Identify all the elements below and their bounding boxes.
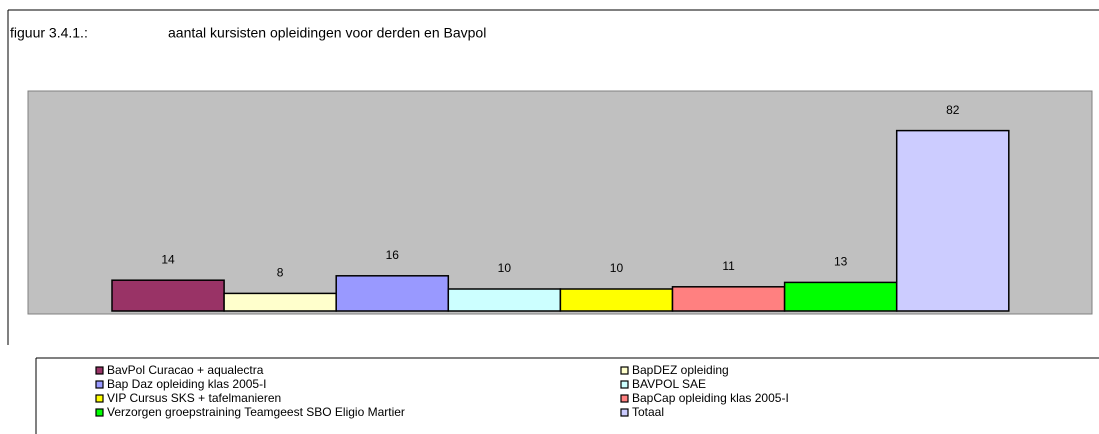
legend-swatch xyxy=(620,366,629,375)
legend-label: VIP Cursus SKS + tafelmanieren xyxy=(107,391,281,405)
legend-swatch xyxy=(95,366,104,375)
legend-swatch xyxy=(95,380,104,389)
legend-label: BAVPOL SAE xyxy=(632,377,706,391)
figure-label: figuur 3.4.1.: xyxy=(10,25,88,41)
data-label: 8 xyxy=(277,266,284,280)
data-label: 10 xyxy=(610,261,624,275)
legend-swatch xyxy=(620,380,629,389)
legend-swatch xyxy=(620,394,629,403)
legend-swatch xyxy=(95,394,104,403)
legend-label: BavPol Curacao + aqualectra xyxy=(107,363,264,377)
data-label: 13 xyxy=(834,255,848,269)
legend-swatch xyxy=(620,408,629,417)
data-label: 16 xyxy=(386,248,400,262)
bar xyxy=(559,288,674,312)
data-label: 11 xyxy=(722,259,735,273)
bar xyxy=(447,288,562,312)
bar xyxy=(111,279,225,312)
bar xyxy=(671,286,786,312)
data-label: 82 xyxy=(946,103,960,117)
bar xyxy=(895,129,1010,312)
legend-label: Totaal xyxy=(632,405,664,419)
data-label: 10 xyxy=(498,261,512,275)
legend-label: BapDEZ opleiding xyxy=(632,363,729,377)
bar xyxy=(335,275,450,312)
legend-label: BapCap opleiding klas 2005-I xyxy=(632,391,789,405)
bar xyxy=(223,292,337,312)
chart-title: aantal kursisten opleidingen voor derden… xyxy=(168,25,486,41)
data-label: 14 xyxy=(161,252,175,266)
legend-label: Verzorgen groepstraining Teamgeest SBO E… xyxy=(107,405,405,419)
legend-label: Bap Daz opleiding klas 2005-I xyxy=(107,377,266,391)
bar xyxy=(783,281,898,312)
legend-swatch xyxy=(95,408,104,417)
